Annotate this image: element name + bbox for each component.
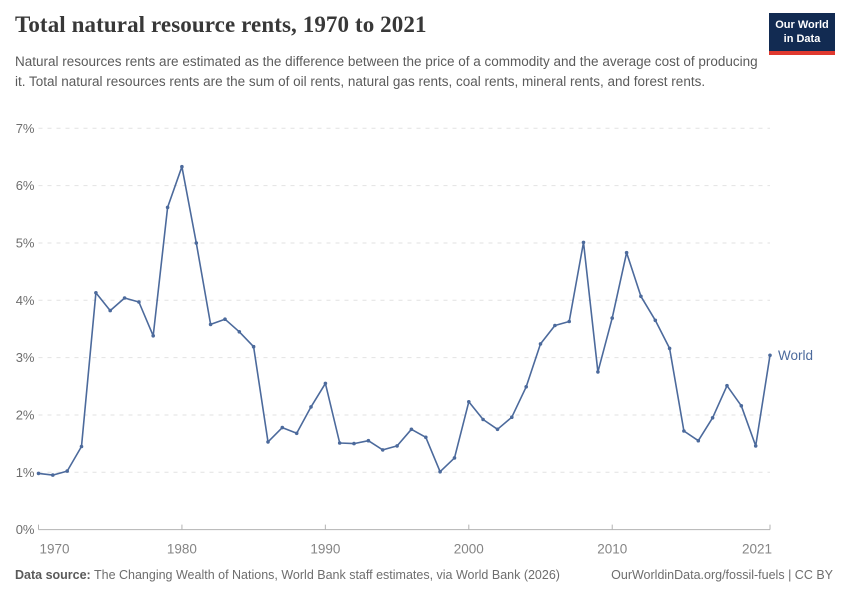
data-point[interactable] xyxy=(36,471,41,476)
data-point[interactable] xyxy=(467,400,471,404)
data-point[interactable] xyxy=(208,322,213,327)
data-point[interactable] xyxy=(495,427,500,432)
data-point[interactable] xyxy=(553,323,557,328)
y-tick-label: 5% xyxy=(16,235,35,250)
data-point[interactable] xyxy=(223,317,227,322)
x-tick-label: 2010 xyxy=(597,542,627,557)
data-point[interactable] xyxy=(294,431,299,436)
data-point[interactable] xyxy=(237,330,242,334)
data-point[interactable] xyxy=(380,448,385,452)
footer-links: OurWorldinData.org/fossil-fuels | CC BY xyxy=(611,568,833,582)
data-point[interactable] xyxy=(596,370,600,374)
y-tick-label: 6% xyxy=(16,178,35,193)
data-point[interactable] xyxy=(266,440,270,444)
data-point[interactable] xyxy=(165,205,170,210)
data-point[interactable] xyxy=(653,318,658,323)
chart-footer: Data source: The Changing Wealth of Nati… xyxy=(15,568,833,582)
datasource-label: Data source: xyxy=(15,568,91,582)
data-point[interactable] xyxy=(65,469,69,473)
data-point[interactable] xyxy=(137,300,141,304)
data-point[interactable] xyxy=(524,385,528,389)
data-point[interactable] xyxy=(51,473,55,477)
owid-logo[interactable]: Our World in Data xyxy=(769,13,835,55)
data-point[interactable] xyxy=(424,435,428,440)
data-point[interactable] xyxy=(725,383,729,388)
datasource-text: The Changing Wealth of Nations, World Ba… xyxy=(90,568,560,582)
chart-subtitle: Natural resources rents are estimated as… xyxy=(15,54,758,89)
x-tick-label: 2000 xyxy=(454,542,484,557)
data-point[interactable] xyxy=(122,296,127,300)
data-point[interactable] xyxy=(108,308,112,313)
data-point[interactable] xyxy=(180,164,184,169)
data-point[interactable] xyxy=(538,342,543,346)
data-point[interactable] xyxy=(510,415,514,420)
y-tick-label: 4% xyxy=(16,293,35,308)
data-series-line[interactable] xyxy=(37,165,771,476)
line-chart[interactable]: 0% 1% 2% 3% 4% 5% 6% 7% 1970 1980 1990 2000 2010 2021… xyxy=(0,110,850,560)
data-point[interactable] xyxy=(409,427,414,432)
data-point[interactable] xyxy=(309,405,313,409)
data-point[interactable] xyxy=(79,444,84,449)
data-point[interactable] xyxy=(481,417,485,422)
data-point[interactable] xyxy=(337,441,342,445)
data-point[interactable] xyxy=(639,294,643,299)
data-point[interactable] xyxy=(323,381,328,386)
data-point[interactable] xyxy=(194,241,199,245)
x-tick-label: 1980 xyxy=(167,542,197,557)
data-point[interactable] xyxy=(581,240,586,245)
license-link[interactable]: CC BY xyxy=(794,568,833,582)
y-tick-label: 3% xyxy=(16,350,35,365)
data-point[interactable] xyxy=(151,334,155,338)
data-point[interactable] xyxy=(753,444,758,448)
data-point[interactable] xyxy=(739,404,744,408)
data-point[interactable] xyxy=(366,438,371,443)
data-point[interactable] xyxy=(395,444,399,448)
y-tick-label: 2% xyxy=(16,407,35,422)
data-point[interactable] xyxy=(438,469,442,474)
data-point[interactable] xyxy=(768,353,772,358)
data-point[interactable] xyxy=(352,441,356,446)
datasource-note: Data source: The Changing Wealth of Nati… xyxy=(15,568,560,582)
data-point[interactable] xyxy=(682,429,686,433)
data-point[interactable] xyxy=(94,291,98,295)
data-point[interactable] xyxy=(610,316,614,320)
data-point[interactable] xyxy=(280,425,285,430)
footer-separator: | xyxy=(784,568,795,582)
data-point[interactable] xyxy=(452,456,457,460)
owid-logo-line1: Our World xyxy=(775,19,829,31)
owid-logo-line2: in Data xyxy=(783,33,821,46)
data-point[interactable] xyxy=(624,250,629,255)
x-tick-label: 2021 xyxy=(742,542,772,557)
y-tick-label: 1% xyxy=(16,465,35,480)
data-point[interactable] xyxy=(710,416,715,420)
y-tick-label: 7% xyxy=(16,121,35,136)
data-point[interactable] xyxy=(567,319,571,324)
data-point[interactable] xyxy=(667,346,672,351)
y-tick-label: 0% xyxy=(16,522,35,537)
x-tick-label: 1990 xyxy=(310,542,340,557)
series-label-world[interactable]: World xyxy=(778,348,813,363)
owid-url-link[interactable]: OurWorldinData.org/fossil-fuels xyxy=(611,568,785,582)
x-tick-label: 1970 xyxy=(40,542,70,557)
page-title: Total natural resource rents, 1970 to 20… xyxy=(15,12,427,37)
data-point[interactable] xyxy=(696,438,701,443)
data-point[interactable] xyxy=(251,344,256,349)
